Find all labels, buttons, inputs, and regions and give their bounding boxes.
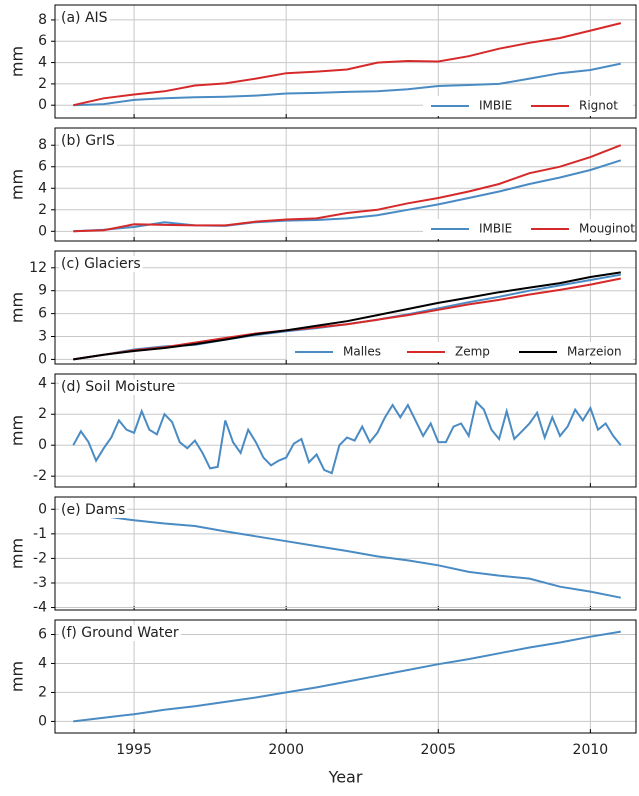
y-tick-label: 0 (38, 501, 47, 517)
panel-label-bg (59, 502, 128, 518)
panel-label-bg (59, 133, 117, 149)
panel: 0 2 4 6 8 (a) AIS mm IMBIE Rignot (8, 4, 637, 119)
legend-label: Marzeion (567, 345, 622, 359)
y-axis-label: mm (8, 169, 27, 200)
x-tick-label: 2005 (420, 742, 456, 758)
y-tick-label: 0 (38, 223, 47, 239)
series-line (73, 144, 622, 233)
y-tick-label: 8 (38, 12, 47, 28)
y-tick-label: 12 (29, 260, 47, 276)
panel-border (54, 373, 637, 488)
panel-border (54, 619, 637, 734)
series-line (72, 399, 622, 475)
legend-label: Zemp (455, 345, 490, 359)
legend-label: Malles (343, 345, 381, 359)
y-tick-label: -2 (33, 550, 47, 566)
y-tick-label: 2 (38, 684, 47, 700)
panel-border (54, 496, 637, 611)
y-tick-label: 9 (38, 283, 47, 299)
panel: 0 2 4 6 (f) Ground Water mm 1995 2000 2005 2010 Ye… (8, 619, 637, 787)
series-line (73, 271, 621, 361)
y-tick-label: 6 (38, 306, 47, 322)
panel-border (54, 127, 637, 242)
y-axis-label: mm (8, 46, 27, 77)
y-tick-label: 4 (38, 655, 47, 671)
panel: 0 2 4 6 8 (b) GrIS mm IMBIE Mouginot (8, 127, 637, 242)
y-tick-label: 6 (38, 159, 47, 175)
series-line (73, 508, 621, 599)
y-tick-label: 6 (38, 626, 47, 642)
legend-label: Rignot (579, 99, 618, 113)
panel-label-bg (59, 379, 178, 395)
y-tick-label: 4 (38, 55, 47, 71)
legend-label: IMBIE (479, 222, 512, 236)
y-axis-label: mm (8, 292, 27, 323)
y-tick-label: 6 (38, 33, 47, 49)
y-tick-label: 8 (38, 137, 47, 153)
legend-bg (423, 96, 633, 116)
legend-label: IMBIE (479, 99, 512, 113)
y-tick-label: -3 (33, 575, 47, 591)
y-tick-label: 2 (38, 76, 47, 92)
y-tick-label: 0 (38, 97, 47, 113)
y-axis-label: mm (8, 661, 27, 692)
y-tick-label: -1 (33, 526, 47, 542)
panel-label: (b) GrIS (61, 133, 115, 149)
panel-label: (e) Dams (61, 502, 125, 518)
x-axis-label: Year (328, 768, 363, 787)
y-tick-label: 0 (38, 713, 47, 729)
y-axis-label: mm (8, 415, 27, 446)
panel-label-bg (59, 10, 110, 26)
panel-label: (a) AIS (61, 10, 108, 26)
series-line (73, 22, 622, 107)
panel: 0 -1 -2 -3 -4 (e) Dams mm (8, 496, 637, 616)
x-tick-label: 1995 (116, 742, 152, 758)
y-tick-label: 4 (38, 375, 47, 391)
panel-label-bg (59, 256, 143, 272)
panel: -2 0 2 4 (d) Soil Moisture mm (8, 373, 637, 488)
panel-label-bg (59, 625, 181, 641)
y-tick-label: 0 (38, 437, 47, 453)
panel-label: (f) Ground Water (61, 625, 179, 641)
y-axis-label: mm (8, 538, 27, 569)
legend-bg (287, 342, 633, 362)
legend-bg (423, 219, 633, 239)
y-tick-label: 2 (38, 202, 47, 218)
panel-border (54, 250, 637, 365)
y-tick-label: 4 (38, 180, 47, 196)
y-tick-label: 0 (38, 351, 47, 367)
y-tick-label: 3 (38, 329, 47, 345)
x-tick-label: 2010 (573, 742, 609, 758)
panel-label: (d) Soil Moisture (61, 379, 175, 395)
y-tick-label: 2 (38, 406, 47, 422)
legend-label: Mouginot (579, 222, 635, 236)
series-line (73, 159, 622, 233)
panel: 0 3 6 9 12 (c) Glaciers mm Malles Zemp Marzeion (8, 250, 637, 367)
panel-label: (c) Glaciers (61, 256, 141, 272)
series-line (73, 630, 621, 723)
panel-border (54, 4, 637, 119)
y-tick-label: -4 (33, 600, 47, 616)
series-line (73, 62, 622, 107)
x-tick-label: 2000 (268, 742, 304, 758)
y-tick-label: -2 (33, 468, 47, 484)
